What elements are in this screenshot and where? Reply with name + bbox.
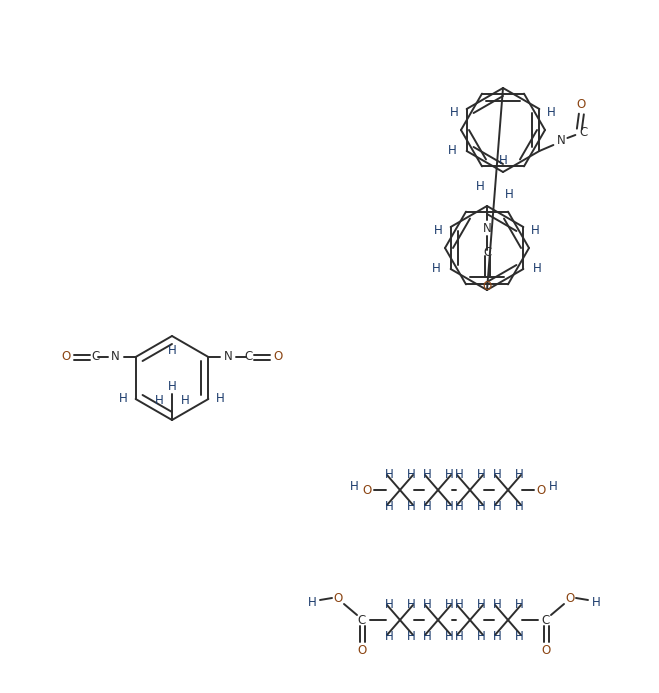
Text: H: H	[434, 224, 443, 236]
Text: H: H	[476, 500, 486, 513]
Text: H: H	[167, 380, 177, 392]
Text: O: O	[273, 351, 283, 364]
Text: H: H	[119, 392, 128, 405]
Text: H: H	[476, 179, 484, 193]
Text: H: H	[531, 224, 540, 236]
Text: O: O	[577, 98, 586, 112]
Text: O: O	[61, 351, 71, 364]
Text: H: H	[450, 105, 459, 119]
Text: H: H	[422, 468, 432, 480]
Text: N: N	[111, 351, 120, 364]
Text: H: H	[476, 597, 486, 611]
Text: H: H	[493, 500, 501, 513]
Text: O: O	[536, 484, 546, 496]
Text: H: H	[549, 480, 558, 493]
Text: O: O	[542, 644, 551, 658]
Text: H: H	[515, 597, 523, 611]
Text: H: H	[455, 500, 463, 513]
Text: C: C	[92, 351, 100, 364]
Text: N: N	[224, 351, 233, 364]
Text: O: O	[357, 644, 366, 658]
Text: H: H	[407, 468, 415, 480]
Text: H: H	[385, 468, 393, 480]
Text: H: H	[407, 629, 415, 642]
Text: H: H	[432, 263, 441, 276]
Text: H: H	[445, 597, 453, 611]
Text: H: H	[448, 145, 457, 157]
Text: H: H	[547, 105, 556, 119]
Text: H: H	[385, 597, 393, 611]
Text: C: C	[358, 613, 366, 626]
Text: H: H	[515, 468, 523, 480]
Text: N: N	[557, 134, 565, 146]
Text: H: H	[350, 480, 358, 493]
Text: H: H	[493, 629, 501, 642]
Text: H: H	[515, 629, 523, 642]
Text: H: H	[455, 468, 463, 480]
Text: H: H	[445, 468, 453, 480]
Text: H: H	[515, 500, 523, 513]
Text: H: H	[181, 394, 189, 407]
Text: H: H	[505, 188, 513, 200]
Text: H: H	[308, 595, 316, 608]
Text: H: H	[422, 500, 432, 513]
Text: H: H	[533, 263, 542, 276]
Text: H: H	[407, 500, 415, 513]
Text: H: H	[385, 629, 393, 642]
Text: C: C	[483, 245, 491, 258]
Text: O: O	[565, 592, 575, 604]
Text: H: H	[216, 392, 225, 405]
Text: H: H	[455, 629, 463, 642]
Text: H: H	[592, 595, 600, 608]
Text: H: H	[493, 468, 501, 480]
Text: C: C	[244, 351, 252, 364]
Text: H: H	[445, 629, 453, 642]
Text: H: H	[476, 629, 486, 642]
Text: H: H	[455, 597, 463, 611]
Text: H: H	[422, 597, 432, 611]
Text: N: N	[482, 222, 492, 234]
Text: H: H	[155, 394, 163, 407]
Text: C: C	[579, 125, 587, 139]
Text: H: H	[407, 597, 415, 611]
Text: H: H	[476, 468, 486, 480]
Text: O: O	[333, 592, 343, 604]
Text: H: H	[445, 500, 453, 513]
Text: H: H	[499, 154, 507, 166]
Text: O: O	[362, 484, 372, 496]
Text: H: H	[385, 500, 393, 513]
Text: C: C	[542, 613, 550, 626]
Text: H: H	[493, 597, 501, 611]
Text: H: H	[422, 629, 432, 642]
Text: H: H	[167, 344, 177, 356]
Text: O: O	[482, 279, 492, 292]
